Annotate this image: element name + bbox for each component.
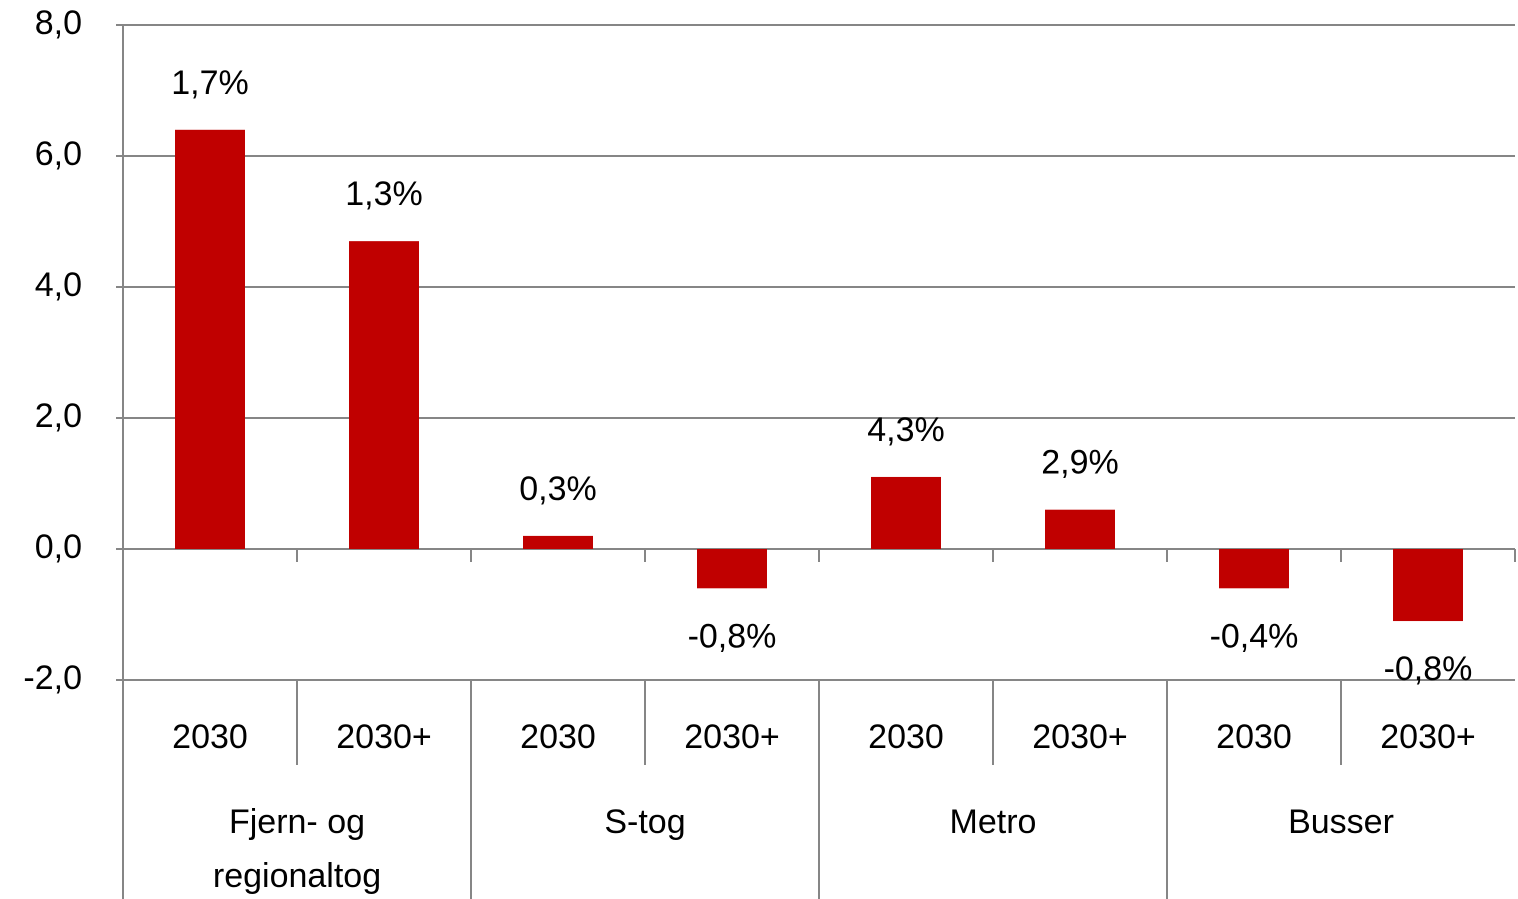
y-tick-label: 0,0 (35, 528, 82, 566)
x-tick-label: 2030 (1216, 718, 1292, 756)
bar (349, 241, 419, 549)
group-label: Busser (1288, 803, 1394, 841)
bar (1393, 549, 1463, 622)
group-label: S-tog (604, 803, 686, 841)
bar (1219, 549, 1289, 589)
bar-annotation: 4,3% (867, 411, 945, 449)
bar-annotation: 0,3% (519, 470, 597, 508)
x-tick-label: 2030+ (1380, 718, 1476, 756)
group-label: Metro (949, 803, 1037, 841)
y-tick-label: 8,0 (35, 4, 82, 42)
x-tick-label: 2030 (868, 718, 944, 756)
y-tick-label: 6,0 (35, 135, 82, 173)
bar (175, 129, 245, 550)
y-tick-label: -2,0 (23, 659, 82, 697)
bar (1045, 509, 1115, 549)
group-label: Fjern- og regionaltog (212, 803, 382, 895)
x-tick-label: 2030+ (1032, 718, 1128, 756)
bar-annotation: 1,3% (345, 175, 423, 213)
bar-annotation: -0,8% (1384, 650, 1473, 688)
bar-annotation: 2,9% (1041, 444, 1119, 482)
bar-annotation: -0,4% (1210, 617, 1299, 655)
bar-annotation: -0,8% (688, 617, 777, 655)
x-tick-label: 2030+ (336, 718, 432, 756)
x-tick-label: 2030 (172, 718, 248, 756)
y-tick-label: 4,0 (35, 266, 82, 304)
x-tick-label: 2030 (520, 718, 596, 756)
bar (697, 549, 767, 589)
bar (871, 476, 941, 549)
bar-annotation: 1,7% (171, 64, 249, 102)
x-tick-label: 2030+ (684, 718, 780, 756)
bar (523, 535, 593, 549)
y-tick-label: 2,0 (35, 397, 82, 435)
